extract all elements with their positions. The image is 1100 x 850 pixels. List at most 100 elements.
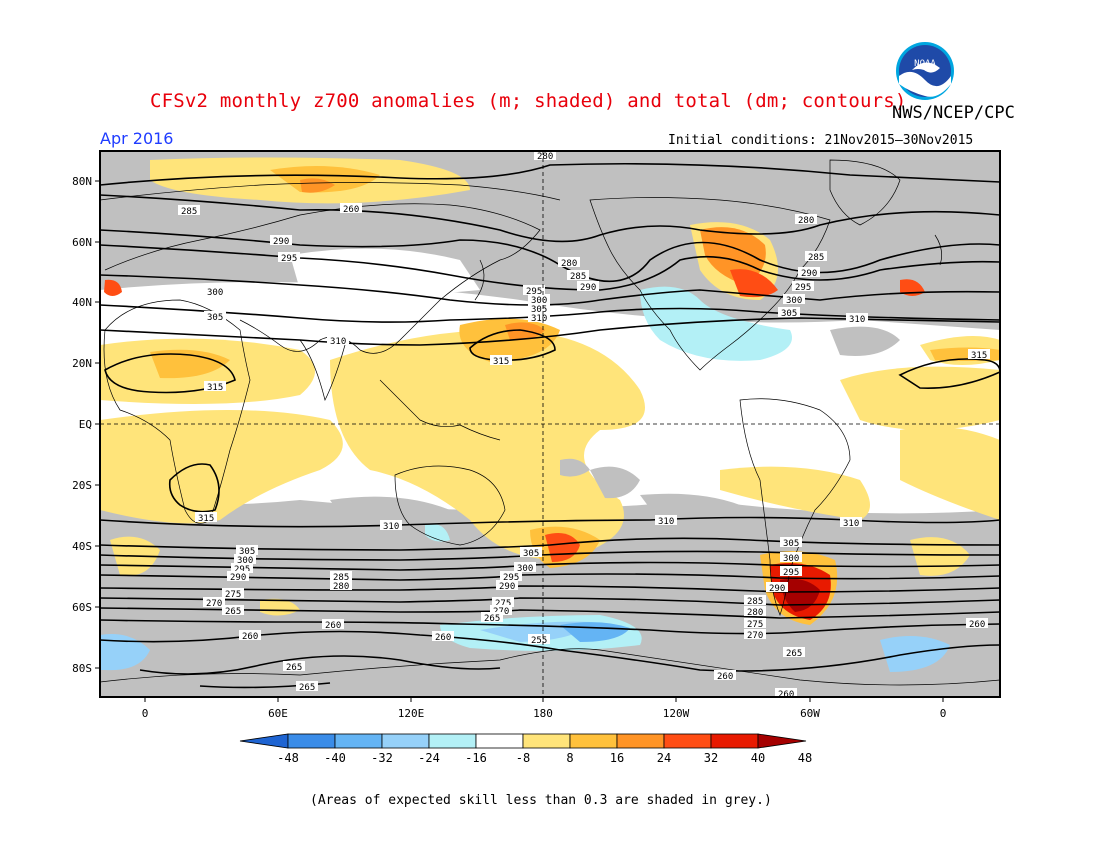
lon-label: 0 [940,707,947,720]
contour-label: 260 [435,633,451,643]
skill-grey-region [100,151,1000,697]
contour-label: 295 [783,568,799,578]
skill-grey-patch-3 [330,496,450,529]
contour-label: 290 [230,573,246,583]
contour-300-south [100,550,1000,561]
contour-label: 285 [808,253,824,263]
contour-label: 280 [537,152,553,162]
coastlines [100,159,1000,686]
contour-label: 290 [801,269,817,279]
contour-315-atlantic [898,358,1000,389]
anomaly-pos16-africa [150,349,230,379]
skill-footnote: (Areas of expected skill less than 0.3 a… [310,793,772,808]
anomaly-pos8-africa-n [100,338,315,404]
contour-label: 310 [383,522,399,532]
contour-label: 275 [225,590,241,600]
map-title: CFSv2 monthly z700 anomalies (m; shaded)… [150,90,907,112]
lon-label: 0 [142,707,149,720]
anomaly-pos8-se-atlantic [910,537,970,576]
colorbar-label: -16 [465,751,487,765]
height-contours [100,162,1000,689]
colorbar: -48 -40 -32 -24 -16 -8 8 16 24 32 40 48 [239,733,812,765]
anomaly-pos32-s-pacific [545,532,580,562]
skill-grey-patch-2 [560,458,590,477]
contour-290-south [100,573,1000,581]
colorbar-label: -24 [418,751,440,765]
contour-label: 305 [531,305,547,315]
neutral-region [100,282,1000,514]
lon-label: 60W [800,707,820,720]
lat-label: 40S [72,540,92,553]
colorbar-label: 40 [751,751,765,765]
contour-label: 285 [181,207,197,217]
contour-315-africa [104,353,236,394]
colorbar-swatch [569,733,618,749]
anomaly-pos24-arctic [300,178,335,193]
colorbar-swatch [287,733,336,749]
contour-label: 280 [333,582,349,592]
contour-label: 260 [343,205,359,215]
lat-label: 80S [72,662,92,675]
contour-label: 260 [325,621,341,631]
colorbar-label: 24 [657,751,671,765]
contour-label: 290 [769,584,785,594]
contour-280-south [100,597,1000,606]
colorbar-swatch [663,733,712,749]
contour-label: 305 [207,313,223,323]
contour-label: 305 [239,547,255,557]
colorbar-swatch [381,733,430,749]
lon-label: 120E [398,707,425,720]
contour-label: 295 [234,565,250,575]
skill-grey-patch-4 [640,493,740,523]
anomaly-pos48-s-atlantic [780,578,820,612]
contour-305-south [100,537,1000,551]
contour-label: 280 [561,259,577,269]
anomaly-pos8-s-america [720,466,870,520]
contour-label: 295 [795,283,811,293]
contour-label: 265 [484,614,500,624]
contour-315-pacific [469,329,556,362]
contour-label: 290 [580,283,596,293]
contour-label: 260 [778,690,794,700]
lat-label: 60S [72,601,92,614]
contour-label: 280 [747,608,763,618]
lon-axis: 0 60E 120E 180 120W 60W 0 [142,697,947,720]
noaa-logo-icon: NOAA [896,42,954,100]
contour-260-south [100,630,1000,672]
contour-305 [100,304,1000,323]
map-frame [99,150,1001,698]
contour-label: 260 [242,632,258,642]
contour-label: 275 [747,620,763,630]
anomaly-neg24-antarctic-w [100,634,150,671]
contour-label: 295 [526,287,542,297]
noaa-logo-text: NOAA [914,59,936,69]
contour-label: 310 [849,315,865,325]
contour-label: 300 [531,296,547,306]
anomaly-pos8-africa-e [900,426,1000,520]
skill-grey-patch-5 [830,326,900,356]
contour-label: 300 [783,554,799,564]
contour-label: 270 [206,599,222,609]
contour-label: 305 [783,539,799,549]
contour-295 [100,244,1000,291]
contour-300 [100,274,1000,306]
contour-label: 280 [798,216,814,226]
anomaly-pos16-pacific [459,318,560,362]
contour-285-south [100,585,1000,593]
contour-label: 300 [517,564,533,574]
anomaly-pos32-n-america [730,269,778,298]
lon-label: 180 [533,707,553,720]
contour-290 [100,229,1000,283]
contour-label: 295 [281,254,297,264]
contour-270-south [100,619,1000,635]
anomaly-pos8-atlantic [840,366,1000,430]
lon-label: 120W [663,707,690,720]
anomaly-pos8-s-indian [260,598,300,616]
contour-label: 265 [786,649,802,659]
skill-grey-patch [590,466,640,499]
contour-label: 285 [333,573,349,583]
colorbar-label: 8 [566,751,573,765]
contour-265-south [139,655,501,675]
colorbar-swatch [616,733,665,749]
colorbar-swatch [334,733,383,749]
